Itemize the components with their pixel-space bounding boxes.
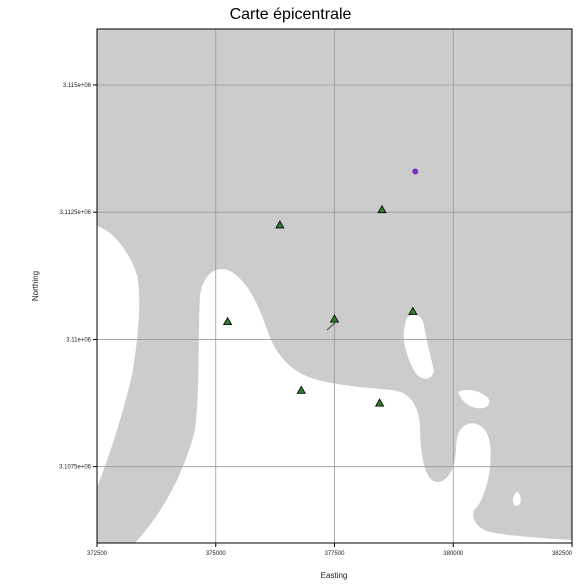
station-triangle-marker[interactable] <box>296 385 306 394</box>
y-tick-label: 3.1075e+06 <box>59 465 92 471</box>
station-triangle-marker[interactable] <box>275 220 285 229</box>
x-tick-label: 372500 <box>87 551 108 557</box>
x-tick-label: 377500 <box>324 551 345 557</box>
sea-area <box>96 226 572 543</box>
station-triangle-marker[interactable] <box>329 314 340 323</box>
station-triangle-marker[interactable] <box>377 204 387 214</box>
station-triangle-marker[interactable] <box>222 316 233 326</box>
axis-ticks: 372500 375000 377500 380000 382500 3.115e+06 3… <box>59 83 573 557</box>
y-tick-label: 3.1125e+06 <box>60 210 92 216</box>
station-triangle-marker[interactable] <box>374 398 385 407</box>
epicenter-marker[interactable] <box>412 168 419 175</box>
markers <box>222 168 419 407</box>
y-tick-label: 3.115e+06 <box>63 83 92 89</box>
x-tick-label: 382500 <box>552 551 573 557</box>
map-title: Carte épicentrale <box>229 6 352 23</box>
station-annotation-line <box>326 321 337 331</box>
station-triangle-marker[interactable] <box>408 306 418 315</box>
x-tick-label: 380000 <box>443 551 464 557</box>
basemap <box>96 29 572 543</box>
y-axis-label: Northing <box>31 271 40 301</box>
gridlines <box>97 29 572 543</box>
x-tick-label: 375000 <box>206 551 227 557</box>
y-tick-label: 3.11e+06 <box>66 337 91 343</box>
x-axis-label: Easting <box>321 571 348 580</box>
map-frame <box>96 28 573 544</box>
